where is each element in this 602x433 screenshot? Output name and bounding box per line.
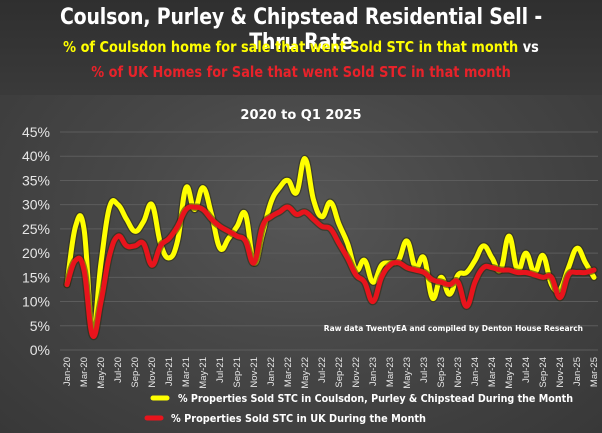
chart-main-title: Coulson, Purley & Chipstead Residential … bbox=[59, 5, 543, 55]
x-tick-label: Jan-20 bbox=[62, 357, 73, 386]
y-tick-label: 40% bbox=[22, 148, 50, 164]
x-tick-label: Sep-24 bbox=[538, 357, 549, 388]
x-tick-label: Nov-23 bbox=[453, 357, 464, 388]
y-tick-label: 45% bbox=[22, 124, 50, 140]
x-tick-label: Jan-21 bbox=[164, 357, 175, 386]
y-tick-label: 30% bbox=[22, 197, 50, 213]
x-tick-label: Jul-20 bbox=[113, 357, 124, 383]
x-tick-label: May-21 bbox=[198, 357, 209, 389]
series-group bbox=[63, 154, 598, 341]
x-tick-label: Sep-23 bbox=[436, 357, 447, 388]
y-tick-label: 25% bbox=[22, 221, 50, 237]
chart-panel: 0% 5% 10% 15% 20% 25% 30% 35% 40% 45% Jan-20 Mar-2… bbox=[0, 95, 602, 433]
x-tick-label: May-23 bbox=[402, 357, 413, 389]
subtitle-local-text: % of Coulsdon home for sale that went So… bbox=[63, 38, 519, 56]
y-tick-label: 0% bbox=[30, 342, 50, 358]
x-tick-label: Nov-20 bbox=[147, 357, 158, 388]
x-tick-label: Mar-21 bbox=[181, 357, 192, 387]
x-tick-label: Jul-24 bbox=[521, 357, 532, 383]
x-axis: Jan-20 Mar-20 May-20 Jul-20 Sep-20 Nov-20 Jan-… bbox=[62, 357, 600, 389]
subtitle-local: % of Coulsdon home for sale that went So… bbox=[42, 38, 560, 56]
y-tick-label: 20% bbox=[22, 245, 50, 261]
x-tick-label: Mar-24 bbox=[487, 357, 498, 387]
legend: % Properties Sold STC in Coulsdon, Purle… bbox=[144, 393, 573, 425]
x-tick-label: Jan-24 bbox=[470, 357, 481, 386]
legend-label-local: % Properties Sold STC in Coulsdon, Purle… bbox=[178, 393, 573, 405]
x-tick-label: Nov-21 bbox=[249, 357, 260, 388]
chart-title: 2020 to Q1 2025 bbox=[240, 108, 361, 123]
y-tick-label: 10% bbox=[22, 294, 50, 310]
x-tick-label: Mar-20 bbox=[79, 357, 90, 387]
x-tick-label: Nov-24 bbox=[555, 357, 566, 388]
y-tick-label: 35% bbox=[22, 172, 50, 188]
x-tick-label: Nov-22 bbox=[351, 357, 362, 388]
uk-series-line bbox=[64, 204, 597, 339]
line-chart: 0% 5% 10% 15% 20% 25% 30% 35% 40% 45% Jan-20 Mar-2… bbox=[22, 108, 600, 425]
x-tick-label: Sep-21 bbox=[232, 357, 243, 388]
x-tick-label: May-22 bbox=[300, 357, 311, 389]
y-tick-label: 15% bbox=[22, 269, 50, 285]
x-tick-label: Jan-23 bbox=[368, 357, 379, 386]
x-tick-label: Jan-22 bbox=[266, 357, 277, 386]
x-tick-label: Sep-22 bbox=[334, 357, 345, 388]
x-tick-label: May-20 bbox=[96, 357, 107, 389]
subtitle-vs: vs bbox=[518, 38, 539, 56]
x-tick-label: Jul-22 bbox=[317, 357, 328, 383]
x-tick-label: Mar-23 bbox=[385, 357, 396, 387]
x-tick-label: Jan-25 bbox=[572, 357, 583, 386]
x-tick-label: Sep-20 bbox=[130, 357, 141, 388]
y-tick-label: 5% bbox=[30, 318, 50, 334]
x-tick-label: Jul-23 bbox=[419, 357, 430, 383]
local-series-group bbox=[63, 154, 598, 335]
legend-label-uk: % Properties Sold STC in UK During the M… bbox=[171, 413, 426, 425]
x-tick-label: May-24 bbox=[504, 357, 515, 389]
source-annotation: Raw data TwentyEA and compiled by Denton… bbox=[324, 324, 583, 333]
y-axis: 0% 5% 10% 15% 20% 25% 30% 35% 40% 45% bbox=[22, 124, 50, 358]
x-tick-label: Jul-21 bbox=[215, 357, 226, 383]
subtitle-uk: % of UK Homes for Sale that went Sold ST… bbox=[91, 63, 511, 81]
x-tick-label: Mar-25 bbox=[589, 357, 600, 387]
uk-series-group bbox=[63, 203, 598, 341]
x-tick-label: Mar-22 bbox=[283, 357, 294, 387]
